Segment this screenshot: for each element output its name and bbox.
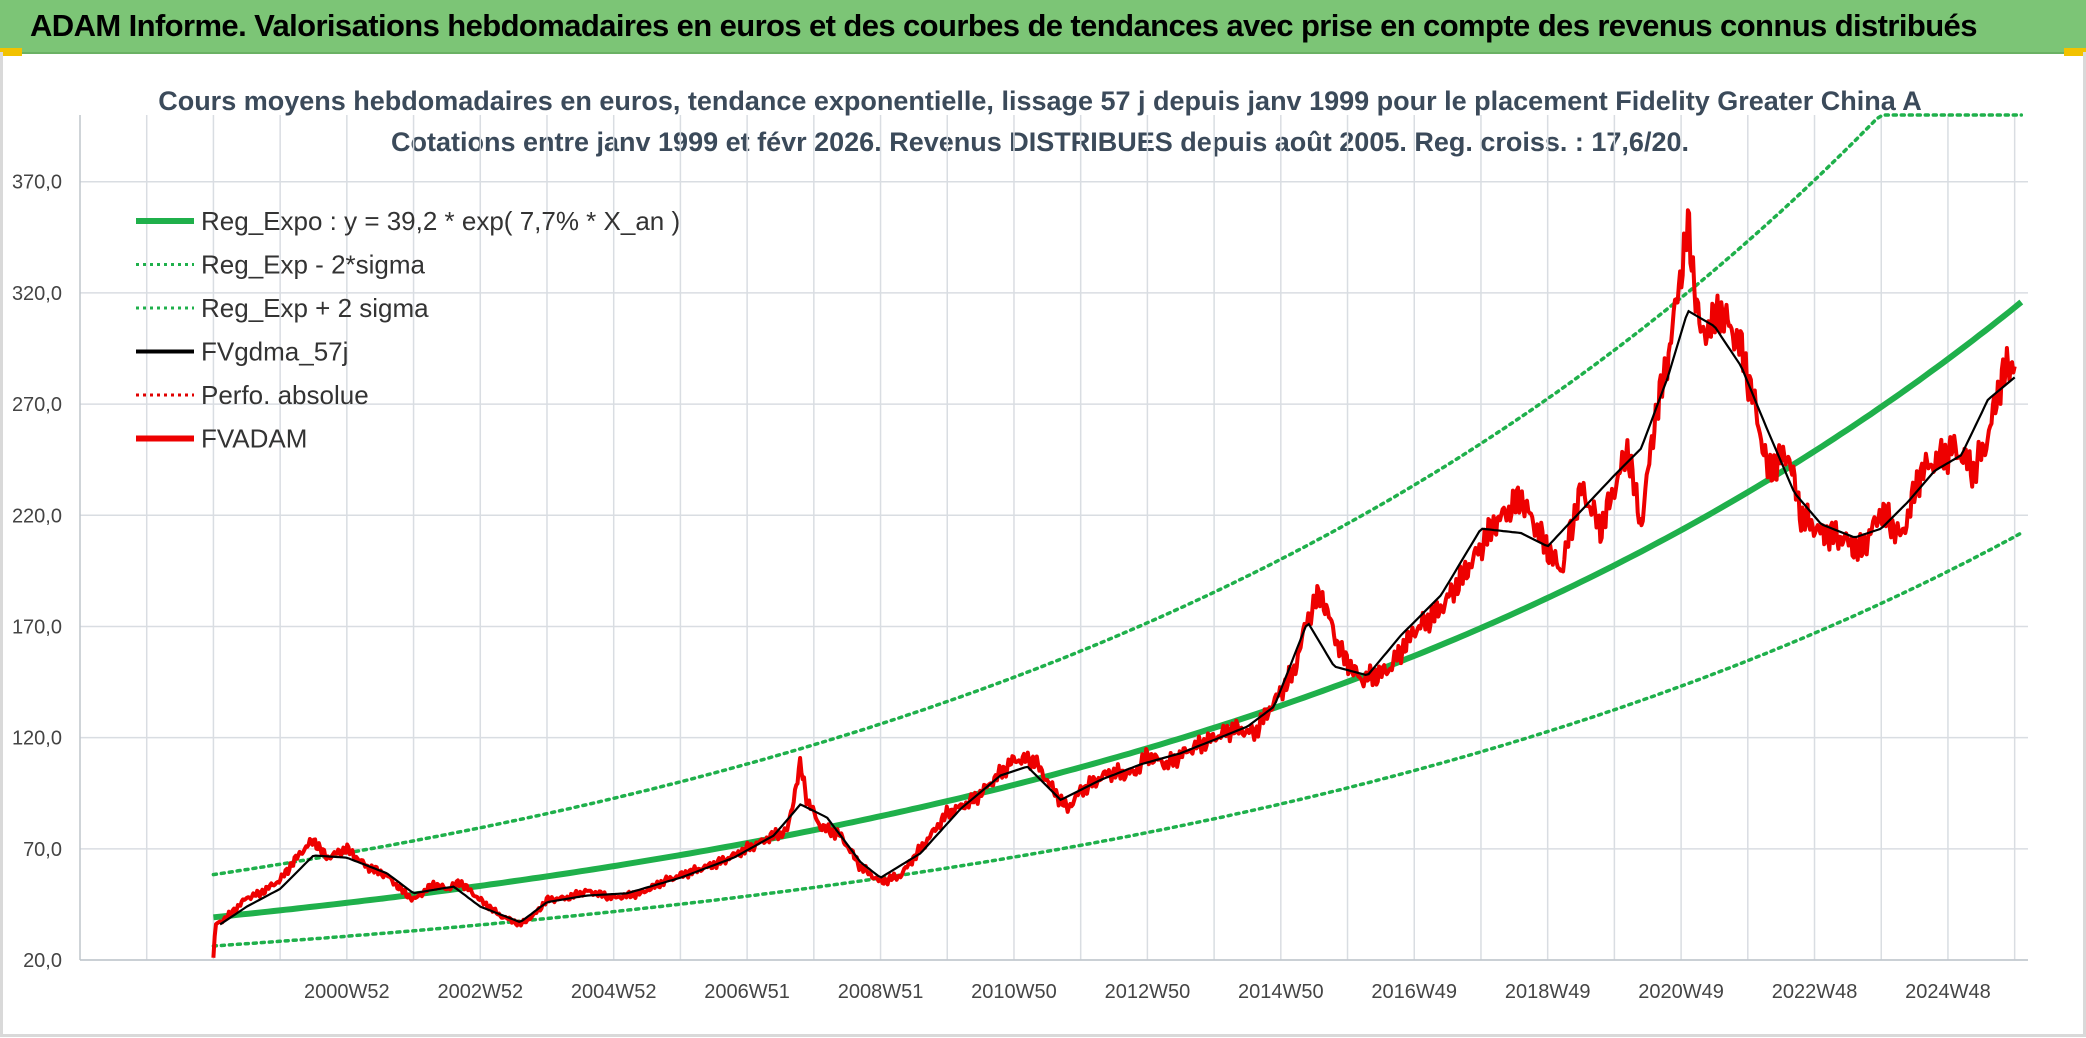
x-tick-label: 2010W50: [971, 981, 1057, 1003]
series-layer: [211, 113, 2024, 958]
chart-subtitle: Cotations entre janv 1999 et févr 2026. …: [391, 127, 1689, 157]
y-tick-label: 70,0: [23, 839, 62, 861]
y-axis-ticks: 370,0 320,0 270,0 220,0 170,0 120,0 70,0 20,0: [12, 172, 62, 972]
x-tick-label: 2022W48: [1772, 981, 1858, 1003]
legend-label: Reg_Expo : y = 39,2 * exp( 7,7% * X_an ): [201, 206, 680, 236]
chart-frame: [0, 52, 2086, 1037]
x-axis-ticks: 2000W52 2002W52 2004W52 2006W51 2008W51 2010W…: [304, 981, 1991, 1003]
chart-grid: [79, 115, 2028, 961]
legend-label: Perfo. absolue: [201, 380, 369, 410]
chart-legend: Reg_Expo : y = 39,2 * exp( 7,7% * X_an )…: [136, 206, 680, 454]
y-tick-label: 120,0: [12, 728, 62, 750]
chart-title: Cours moyens hebdomadaires en euros, ten…: [158, 86, 1922, 116]
x-tick-label: 2024W48: [1905, 981, 1991, 1003]
series-fvgdma-57j: [219, 309, 2016, 926]
legend-label: Reg_Exp + 2 sigma: [201, 293, 429, 323]
report-title: ADAM Informe. Valorisations hebdomadaire…: [30, 8, 1977, 43]
series-fvadam: [211, 208, 2017, 958]
corner-accent-right: [2064, 48, 2086, 56]
x-tick-label: 2020W49: [1638, 981, 1724, 1003]
y-tick-label: 220,0: [12, 505, 62, 527]
series-reg-plus-2sigma: [211, 113, 2024, 877]
x-tick-label: 2014W50: [1238, 981, 1324, 1003]
corner-accent-left: [0, 48, 22, 56]
x-tick-label: 2006W51: [704, 981, 790, 1003]
legend-label: Reg_Exp - 2*sigma: [201, 250, 426, 280]
series-reg-expo: [213, 299, 2024, 921]
y-tick-label: 170,0: [12, 616, 62, 638]
legend-label: FVADAM: [201, 424, 307, 454]
y-tick-label: 270,0: [12, 394, 62, 416]
x-tick-label: 2018W49: [1505, 981, 1591, 1003]
y-tick-label: 320,0: [12, 283, 62, 305]
y-tick-label: 20,0: [23, 950, 62, 972]
x-tick-label: 2000W52: [304, 981, 390, 1003]
legend-label: FVgdma_57j: [201, 337, 348, 367]
y-tick-label: 370,0: [12, 172, 62, 194]
x-tick-label: 2008W51: [838, 981, 924, 1003]
report-banner: ADAM Informe. Valorisations hebdomadaire…: [0, 0, 2086, 54]
x-tick-label: 2016W49: [1371, 981, 1457, 1003]
x-tick-label: 2012W50: [1105, 981, 1191, 1003]
x-tick-label: 2002W52: [437, 981, 523, 1003]
x-tick-label: 2004W52: [571, 981, 657, 1003]
